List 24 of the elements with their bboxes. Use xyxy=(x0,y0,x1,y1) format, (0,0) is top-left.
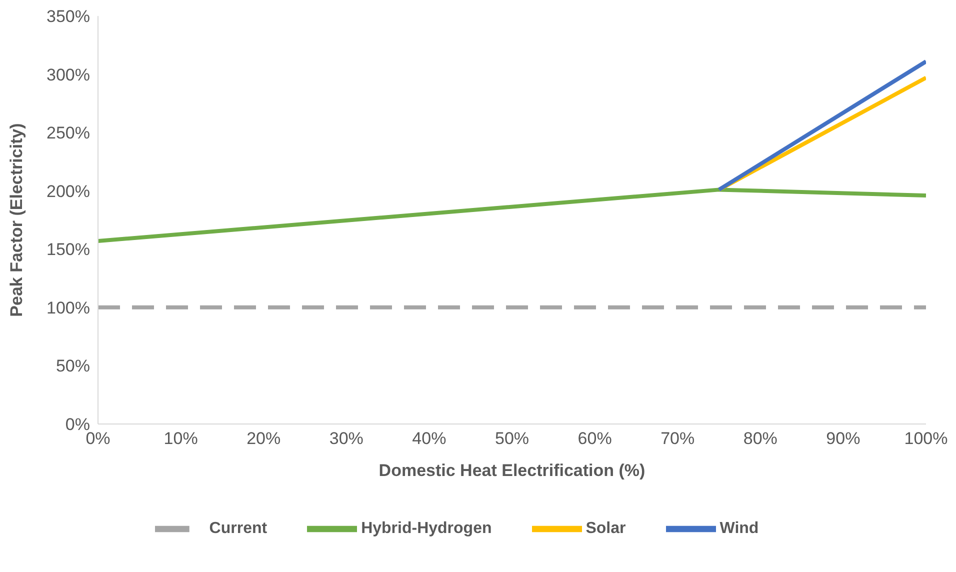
legend-label: Wind xyxy=(720,520,759,538)
x-tick-label: 60% xyxy=(578,429,612,448)
legend-label: Hybrid-Hydrogen xyxy=(361,520,492,538)
legend-label: Solar xyxy=(586,520,626,538)
x-tick-label: 80% xyxy=(743,429,778,448)
y-tick-label: 350% xyxy=(46,7,90,26)
legend-label: Current xyxy=(209,520,268,538)
x-axis-title: Domestic Heat Electrification (%) xyxy=(378,461,646,480)
x-tick-label: 70% xyxy=(660,429,695,448)
x-tick-label: 90% xyxy=(826,429,860,448)
x-tick-label: 40% xyxy=(412,429,446,448)
y-tick-label: 200% xyxy=(46,182,90,201)
x-tick-label: 10% xyxy=(164,429,198,448)
x-tick-label: 0% xyxy=(86,429,110,448)
x-tick-label: 30% xyxy=(329,429,364,448)
y-tick-label: 50% xyxy=(56,356,90,376)
x-tick-label: 50% xyxy=(494,429,530,448)
y-tick-label: 150% xyxy=(46,240,90,260)
x-tick-label: 100% xyxy=(904,429,948,448)
y-tick-label: 100% xyxy=(46,298,90,318)
y-tick-label: 300% xyxy=(46,65,90,84)
y-axis-title: Peak Factor (Electricity) xyxy=(7,123,26,317)
y-tick-label: 250% xyxy=(46,124,90,143)
x-tick-label: 20% xyxy=(246,429,281,448)
